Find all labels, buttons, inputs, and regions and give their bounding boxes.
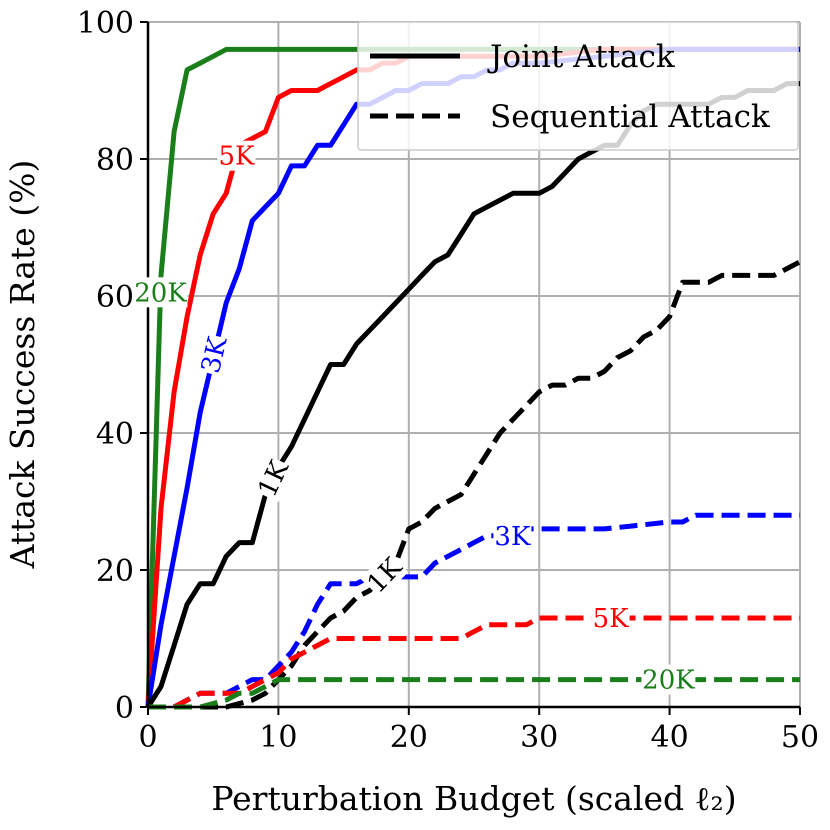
x-tick-label: 10 [259, 720, 297, 755]
inline-label-3k: 3K [494, 522, 531, 552]
inline-label-bg [251, 454, 295, 503]
inline-label-bg [194, 332, 233, 377]
inline-label-group: 1K [251, 454, 296, 503]
inline-label-3k: 3K [196, 334, 234, 376]
y-tick-label: 40 [96, 417, 134, 452]
axes [146, 22, 800, 709]
x-tick-label: 40 [651, 720, 689, 755]
inline-label-group: 3K [194, 332, 234, 377]
legend-label-sequential: Sequential Attack [490, 99, 770, 135]
inline-label-bg [591, 603, 630, 633]
y-axis-label: Attack Success Rate (%) [3, 160, 42, 570]
y-tick-label: 20 [96, 554, 134, 589]
inline-label-bg [641, 664, 696, 695]
x-tick-label: 50 [781, 720, 819, 755]
x-tick-label: 20 [390, 720, 428, 755]
y-tick-label: 80 [96, 143, 134, 178]
inline-label-bg [217, 140, 256, 171]
legend-box [357, 21, 799, 151]
inline-label-20k: 20K [134, 278, 187, 308]
inline-label-group: 5K [591, 603, 630, 634]
series-line-1k-joint [145, 81, 800, 709]
legend: Joint Attack Sequential Attack [357, 21, 799, 151]
inline-label-5k: 5K [593, 604, 630, 634]
x-tick-label: 0 [138, 720, 157, 755]
tick-labels: 0 10 20 30 40 50 0 20 40 60 80 100 [77, 6, 819, 755]
y-tick-label: 100 [77, 6, 134, 41]
series-line-20k-sequential [148, 677, 800, 710]
inline-label-20k: 20K [642, 666, 695, 696]
series-line-1k-sequential [148, 259, 802, 710]
inline-label-group: 20K [641, 664, 696, 696]
inline-label-1k: 1K [253, 456, 296, 502]
inline-label-bg [360, 551, 409, 600]
inline-label-bg [133, 277, 188, 308]
inline-label-group: 20K [133, 277, 188, 308]
x-tick-label: 30 [520, 720, 558, 755]
y-tick-label: 0 [115, 691, 134, 726]
inline-label-group: 5K [217, 140, 256, 172]
inline-label-5k: 5K [219, 142, 256, 172]
y-tick-label: 60 [96, 280, 134, 315]
x-axis-label: Perturbation Budget (scaled ℓ₂) [211, 779, 736, 818]
inline-label-group: 3K [493, 520, 532, 552]
legend-label-joint: Joint Attack [487, 39, 675, 75]
inline-label-bg [493, 520, 532, 551]
series-line-5k-sequential [148, 615, 800, 710]
